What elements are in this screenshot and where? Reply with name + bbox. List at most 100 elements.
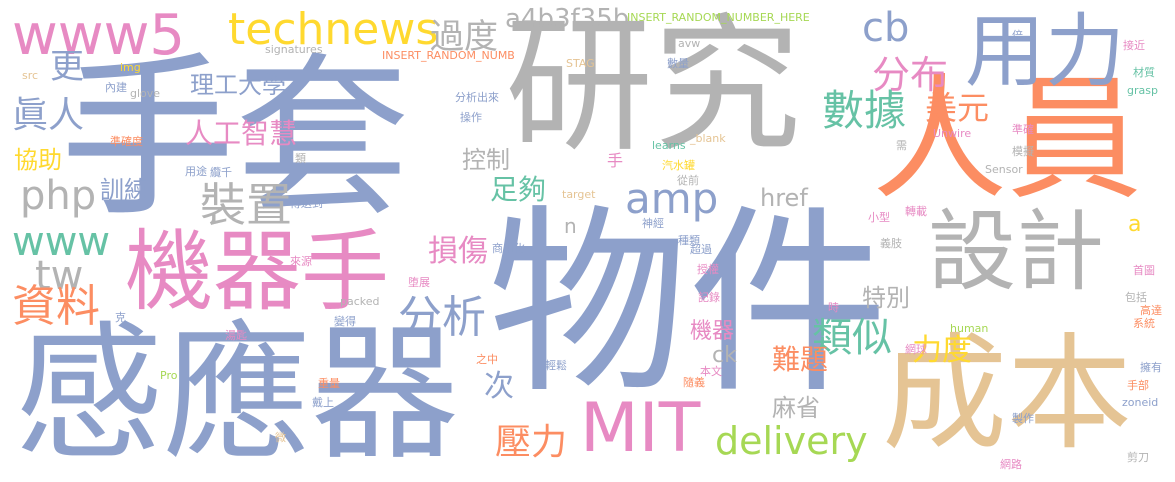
word-www5: www5 <box>12 3 186 68</box>
word-challenge: 難題 <box>772 343 829 376</box>
word-unwire: Unwire <box>933 127 972 140</box>
word-prosthesis: 義肢 <box>880 237 902 250</box>
word-small: 小型 <box>868 211 890 224</box>
word-enough: 足夠 <box>490 173 547 206</box>
word-material: 資料 <box>12 281 100 332</box>
word-gloves: 手套 <box>60 38 410 241</box>
word-weight: 重量 <box>318 377 340 390</box>
word-object: 物件 <box>488 188 889 421</box>
word-kind: 類 <box>295 152 306 165</box>
word-exceed: 超過 <box>690 243 712 256</box>
word-sensor-en: Sensor <box>985 163 1023 176</box>
word-commercialize: 商用化 <box>492 242 525 255</box>
word-control: 控制 <box>462 146 510 174</box>
word-usage: 用途 <box>185 165 207 178</box>
word-target: target <box>562 188 596 201</box>
word-hand: 手 <box>607 151 624 170</box>
word-quantity: 數量 <box>667 57 689 70</box>
word-easy: 輕鬆 <box>545 359 567 372</box>
word-learns: learns <box>652 139 686 152</box>
word-times: 次 <box>484 369 514 404</box>
word-a4b3f35b: a4b3f35b <box>505 4 630 34</box>
word-cb: cb <box>862 5 910 51</box>
word-built-in: 內建 <box>105 81 127 94</box>
word-time: 時 <box>828 301 839 314</box>
word-more: 更 <box>50 47 84 87</box>
word-micro: 微 <box>275 431 286 444</box>
word-pressure: 壓力 <box>495 422 568 463</box>
word-tennis: 網球 <box>905 343 927 356</box>
word-soda-can: 汽水罐 <box>662 159 695 172</box>
word-machine: 機器 <box>690 319 735 344</box>
word-damage: 損傷 <box>428 234 488 269</box>
word-ai: 人工智慧 <box>185 117 298 150</box>
word-mass: 麻省 <box>772 394 820 422</box>
word-sensor: 感應器 <box>15 308 459 480</box>
word-meaning: 隨義 <box>683 376 705 389</box>
word-a: a <box>1128 212 1142 237</box>
word-ck: ck <box>712 343 737 368</box>
word-texture: 材質 <box>1133 66 1155 79</box>
word-nerve: 神經 <box>642 217 664 230</box>
word-cost: 成本 <box>882 322 1132 467</box>
word-avw: avw <box>678 37 701 50</box>
word-img: img <box>120 61 141 74</box>
word-data: 數據 <box>822 86 907 135</box>
word-distribution: 分布 <box>872 53 949 97</box>
word-include: 包括 <box>1125 291 1147 304</box>
word-assist: 協助 <box>14 146 62 174</box>
word-usd: 美元 <box>925 89 990 127</box>
word-up-to: 高達 <box>1140 304 1162 317</box>
word-delivery: delivery <box>715 419 868 463</box>
word-spoon: 湯匙 <box>225 329 247 342</box>
word-www: www <box>12 219 111 265</box>
word-mit: MIT <box>580 389 701 468</box>
word-packed: packed <box>340 295 380 308</box>
word-type: 種類 <box>678 234 700 247</box>
word-src: src <box>22 69 39 82</box>
word-scissors: 剪刀 <box>1127 451 1149 464</box>
word-hand-part: 手部 <box>1127 379 1149 392</box>
word-glove: glove <box>130 87 161 100</box>
word-source: 來源 <box>290 255 312 268</box>
word-license: 授權 <box>697 263 719 276</box>
word-technews: technews <box>228 4 439 55</box>
word-blank: _blank <box>690 132 726 145</box>
word-operate: 操作 <box>460 111 482 124</box>
word-signatures: signatures <box>265 43 323 56</box>
word-network: 網路 <box>1000 458 1022 471</box>
word-stag: STAG <box>566 57 595 70</box>
word-pro: Pro <box>160 369 178 382</box>
word-need: 需 <box>896 139 907 152</box>
word-before: 從前 <box>677 174 699 187</box>
word-human: human <box>950 322 989 335</box>
word-excessive: 過度 <box>430 17 498 57</box>
word-device: 裝置 <box>200 178 292 232</box>
word-tw: tw <box>35 253 84 299</box>
word-force: 用力 <box>965 5 1125 98</box>
word-own: 擁有 <box>1140 361 1162 374</box>
word-real-human: 眞人 <box>12 95 85 136</box>
word-become: 變得 <box>334 315 356 328</box>
word-insert-random-number-here: INSERT_RANDOM_NUMBER_HERE <box>627 11 810 24</box>
word-cover-image: 首圖 <box>1133 264 1155 277</box>
word-strength: 力度 <box>912 333 972 368</box>
word-simulate: 模擬 <box>1012 145 1034 158</box>
word-accuracy: 準確度 <box>110 135 143 148</box>
word-design: 設計 <box>928 200 1105 303</box>
word-institute: 理工大學 <box>190 71 286 99</box>
word-zoneid: zoneid <box>1122 396 1159 409</box>
word-grasp: grasp <box>1127 84 1158 97</box>
word-gram: 克 <box>115 311 126 324</box>
word-amp: amp <box>625 174 719 223</box>
word-personnel: 人員 <box>872 61 1142 218</box>
word-make: 製作 <box>1012 412 1034 425</box>
word-wear: 戴上 <box>312 396 334 409</box>
word-php: php <box>20 173 97 219</box>
word-n: n <box>564 214 577 238</box>
word-this-article: 本文 <box>700 365 722 378</box>
word-href: href <box>760 184 808 212</box>
word-accurate: 準確 <box>1012 123 1034 136</box>
word-multiple: 倍 <box>1012 29 1023 42</box>
